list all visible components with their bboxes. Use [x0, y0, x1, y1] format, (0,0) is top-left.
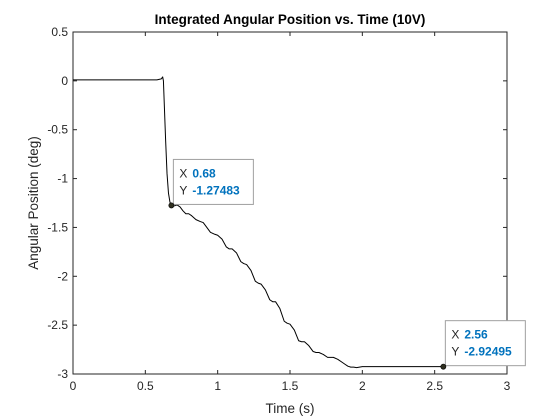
- axes-box: [72, 31, 508, 375]
- y-tick-label: -2: [57, 269, 68, 283]
- x-tick-label: 2: [359, 379, 366, 393]
- y-tick-label: 0.5: [51, 25, 68, 39]
- datatips-layer: X 0.68 Y -1.27483 X 2.56 Y -2.92495: [168, 158, 526, 370]
- x-tick-label: 1.5: [282, 379, 299, 393]
- y-axis: 0.5 0 -0.5 -1 -1.5 -2 -2.5 -3: [47, 25, 507, 381]
- datatip-marker[interactable]: [440, 363, 447, 370]
- x-tick-label: 0: [70, 379, 77, 393]
- y-tick-label: -1: [57, 172, 68, 186]
- datatip[interactable]: X 2.56 Y -2.92495: [440, 320, 526, 370]
- y-axis-label: Angular Position (deg): [26, 136, 41, 270]
- datatip-x-label: X: [451, 328, 459, 342]
- y-tick-label: -2.5: [47, 318, 68, 332]
- y-tick-label: -3: [57, 367, 68, 381]
- x-tick-label: 3: [504, 379, 511, 393]
- x-axis: 0 0.5 1 1.5 2 2.5 3: [70, 32, 511, 393]
- datatip-x-value: 0.68: [192, 166, 216, 180]
- y-tick-label: 0: [61, 74, 68, 88]
- x-tick-label: 0.5: [137, 379, 154, 393]
- datatip-y-label: Y: [179, 183, 187, 197]
- series-layer: [73, 76, 444, 369]
- datatip-x-value: 2.56: [464, 328, 488, 342]
- datatip-box: [444, 320, 526, 367]
- plot-area: [72, 31, 508, 375]
- datatip-y-label: Y: [451, 345, 459, 359]
- datatip-box: [172, 158, 254, 205]
- x-tick-label: 1: [214, 379, 221, 393]
- datatip-y-value: -1.27483: [192, 183, 240, 197]
- datatip-x-label: X: [179, 166, 187, 180]
- x-axis-label: Time (s): [266, 401, 315, 416]
- y-tick-label: -1.5: [47, 220, 68, 234]
- x-tick-label: 2.5: [426, 379, 443, 393]
- chart-title: Integrated Angular Position vs. Time (10…: [155, 12, 426, 27]
- datatip-marker[interactable]: [168, 202, 175, 209]
- datatip[interactable]: X 0.68 Y -1.27483: [168, 158, 254, 209]
- y-tick-label: -0.5: [47, 123, 68, 137]
- series-line: [73, 76, 444, 369]
- datatip-y-value: -2.92495: [464, 345, 512, 359]
